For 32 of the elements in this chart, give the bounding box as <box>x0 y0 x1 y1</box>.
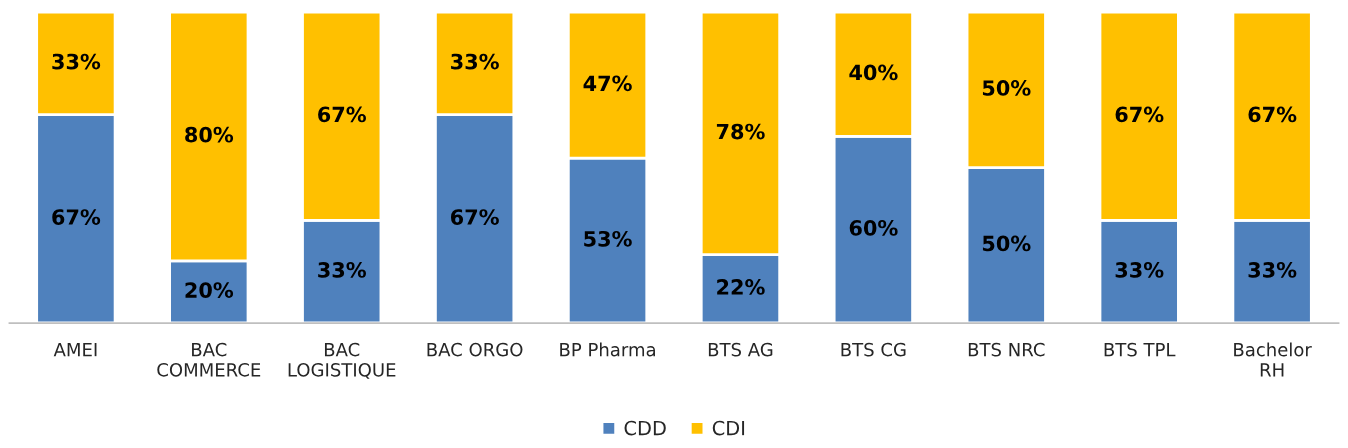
x-tick-label: BP Pharma <box>560 342 655 357</box>
data-label: 33% <box>451 53 499 70</box>
x-tick-label: AMEI <box>53 343 97 357</box>
x-tick-label: BTS TPL <box>1104 342 1176 357</box>
data-label: 78% <box>716 123 765 140</box>
data-label: 33% <box>318 261 366 278</box>
data-label: 50% <box>982 80 1031 96</box>
data-label: 60% <box>849 220 898 236</box>
data-label: 67% <box>318 106 366 123</box>
data-label: 33% <box>1248 261 1297 278</box>
legend-label: CDD <box>624 420 666 436</box>
data-label: 67% <box>1115 106 1164 123</box>
data-label: 22% <box>717 279 765 295</box>
data-label: 67% <box>1248 106 1297 123</box>
data-label: 67% <box>450 209 499 225</box>
data-label: 80% <box>185 126 234 143</box>
data-label: 40% <box>849 64 898 81</box>
data-label: 53% <box>584 230 632 247</box>
x-tick-label: BTS AG <box>708 342 773 357</box>
data-label: 33% <box>52 53 101 70</box>
x-tick-label: BAC ORGO <box>427 342 523 357</box>
x-tick-label: BAC LOGISTIQUE <box>288 342 396 379</box>
x-tick-label: Bachelor RH <box>1234 342 1312 377</box>
data-label: 67% <box>52 209 101 225</box>
x-tick-label: BAC COMMERCE <box>157 342 261 377</box>
data-label: 47% <box>583 75 632 92</box>
legend-label: CDI <box>712 420 745 436</box>
x-tick-label: BTS CG <box>841 342 906 357</box>
x-tick-label: BTS NRC <box>968 342 1045 357</box>
data-label: 33% <box>1115 261 1164 278</box>
data-label: 20% <box>185 282 234 298</box>
data-label: 50% <box>982 235 1031 252</box>
